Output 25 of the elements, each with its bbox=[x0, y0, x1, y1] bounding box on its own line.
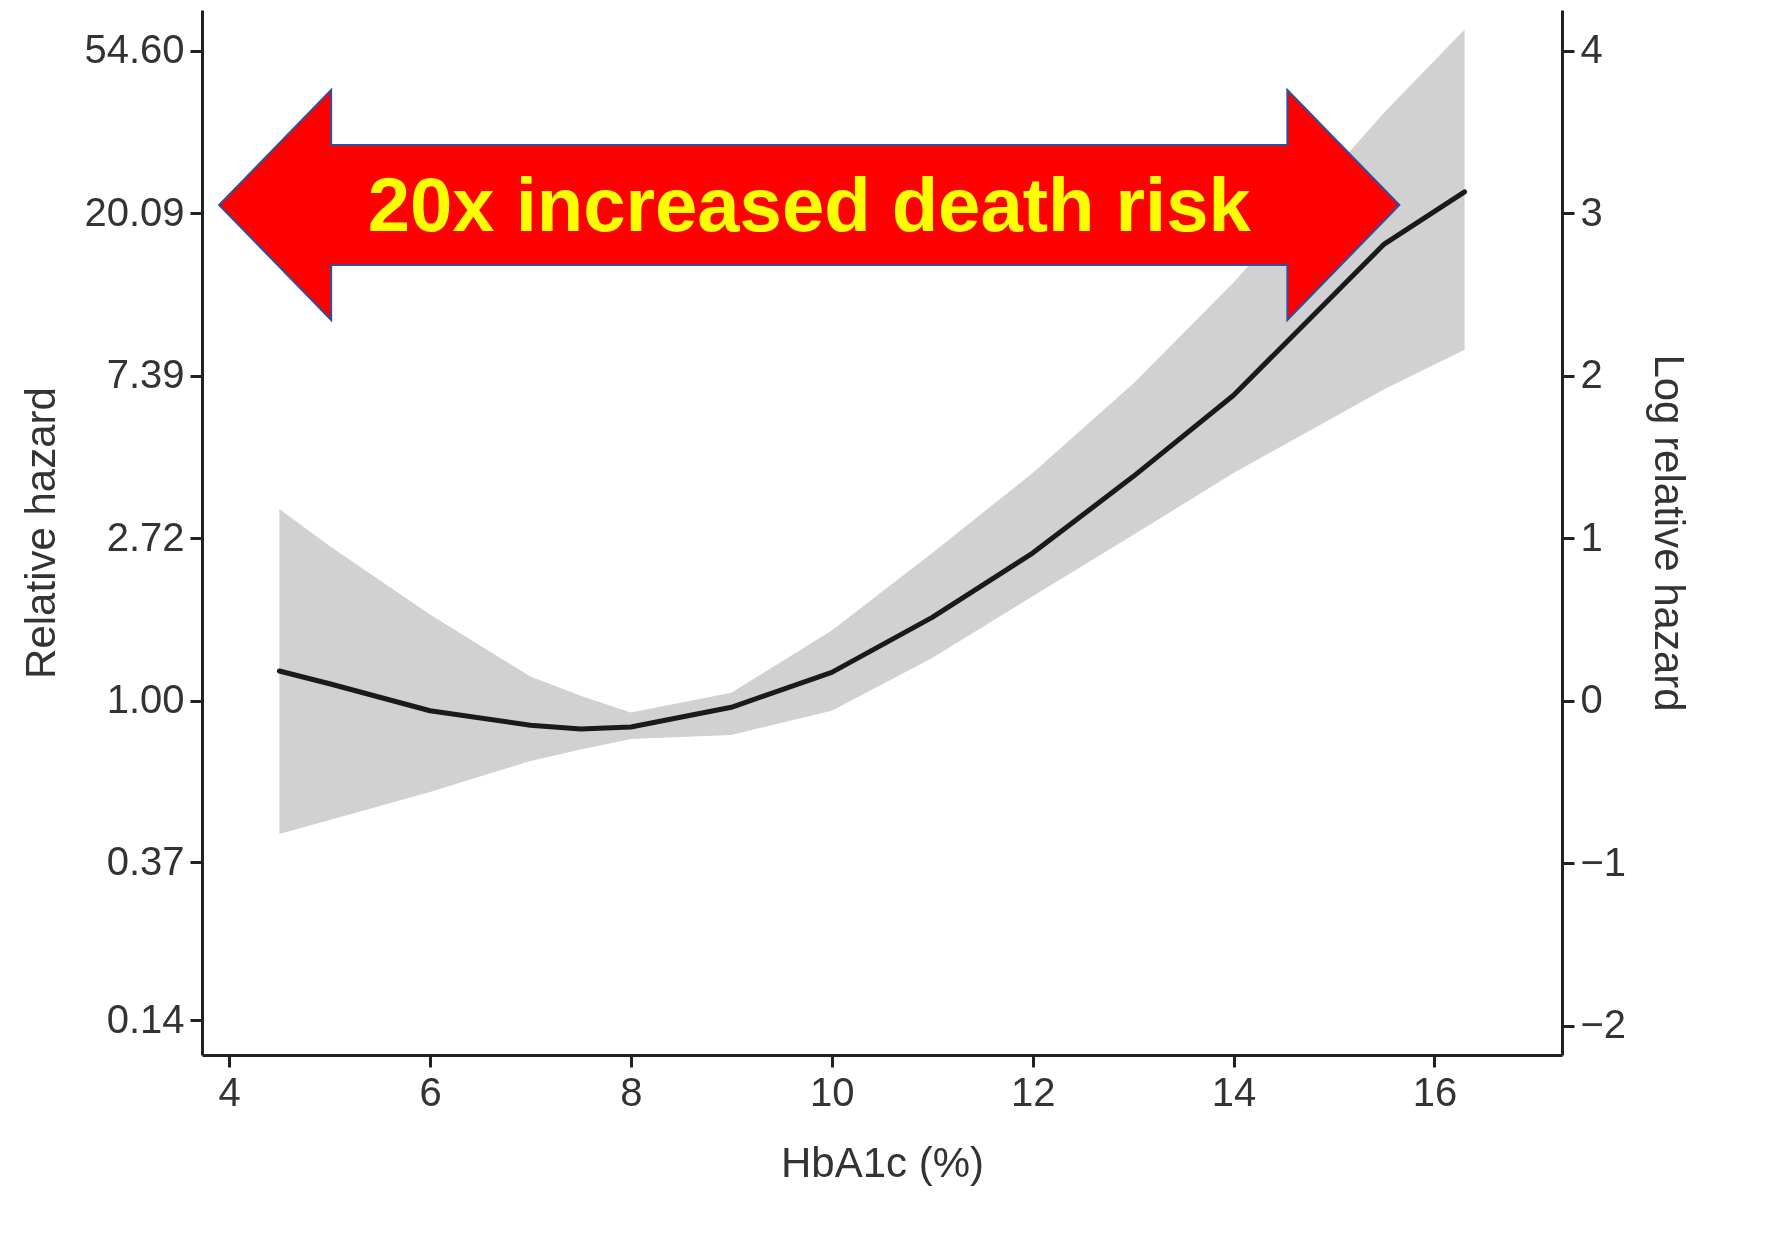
x-tick-label: 6 bbox=[419, 1069, 442, 1114]
x-tick-label: 10 bbox=[810, 1069, 855, 1114]
x-tick-label: 12 bbox=[1010, 1069, 1056, 1114]
x-tick-label: 14 bbox=[1211, 1069, 1257, 1114]
x-axis-title: HbA1c (%) bbox=[780, 1138, 985, 1186]
y2-tick-label: −2 bbox=[1580, 1002, 1627, 1047]
y-tick-label: 20.09 bbox=[84, 189, 185, 234]
x-tick-label: 4 bbox=[218, 1069, 241, 1114]
x-tick-label: 16 bbox=[1412, 1069, 1458, 1114]
y-tick-label: 1.00 bbox=[106, 677, 185, 722]
annotation: 20x increased death risk bbox=[367, 162, 1252, 247]
y-axis-title: Relative hazard bbox=[17, 387, 65, 679]
y2-tick-label: −1 bbox=[1580, 839, 1627, 884]
y-tick-label: 54.60 bbox=[84, 27, 185, 72]
y2-tick-label: 1 bbox=[1580, 514, 1603, 559]
y2-tick-label: 0 bbox=[1580, 677, 1603, 722]
y-tick-label: 0.14 bbox=[106, 996, 185, 1041]
y-tick-label: 7.39 bbox=[106, 352, 185, 397]
x-tick-label: 8 bbox=[620, 1069, 643, 1114]
y2-axis-title: Log relative hazard bbox=[1646, 354, 1694, 712]
y2-tick-label: 4 bbox=[1580, 27, 1603, 72]
y-tick-label: 0.37 bbox=[106, 838, 185, 883]
y2-tick-label: 2 bbox=[1580, 352, 1603, 397]
y2-tick-label: 3 bbox=[1580, 189, 1603, 234]
y-tick-label: 2.72 bbox=[106, 514, 185, 559]
